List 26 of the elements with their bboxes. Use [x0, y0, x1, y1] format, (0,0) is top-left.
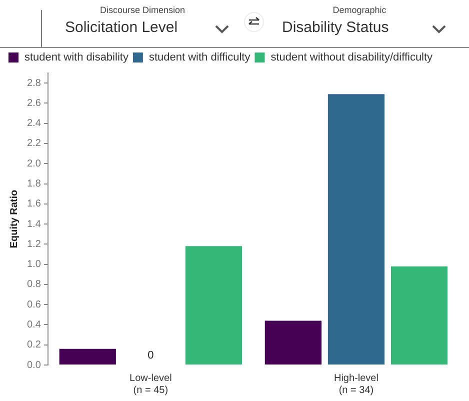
- y-tick-label: 0.2: [26, 340, 42, 351]
- legend-label: student with disability: [24, 52, 129, 64]
- x-tick-label: Low-level (n = 45): [130, 372, 172, 396]
- text: Disability Status: [281, 19, 390, 36]
- y-tick-label: 1.6: [26, 198, 42, 210]
- y-tick-label: 0.0: [26, 360, 42, 371]
- legend-label: student without disability/difficulty: [270, 52, 434, 64]
- data-label: 0: [148, 350, 154, 362]
- y-tick-label: 1.2: [26, 238, 42, 250]
- y-tick-label: 2.6: [26, 98, 42, 109]
- y-tick-label: 1.8: [26, 178, 42, 190]
- y-tick-label: 2.8: [26, 78, 42, 89]
- text: Demographic: [332, 5, 388, 15]
- y-tick-label: 1.0: [26, 259, 42, 270]
- x-tick-label: High-level (n = 34): [334, 372, 378, 396]
- y-tick-label: 0.6: [26, 299, 42, 310]
- text: Solicitation Level: [64, 19, 179, 36]
- y-axis-title: Equity Ratio: [8, 190, 20, 248]
- y-tick-label: 0.4: [26, 319, 42, 330]
- y-tick-label: 2.2: [26, 138, 42, 150]
- text: Discourse Dimension: [98, 5, 186, 15]
- legend-label: student with difficulty: [148, 52, 251, 64]
- y-tick-label: 1.4: [26, 218, 42, 230]
- y-tick-label: 0.8: [26, 279, 42, 290]
- y-tick-label: 2.4: [26, 118, 42, 130]
- y-tick-label: 2.0: [26, 158, 42, 170]
